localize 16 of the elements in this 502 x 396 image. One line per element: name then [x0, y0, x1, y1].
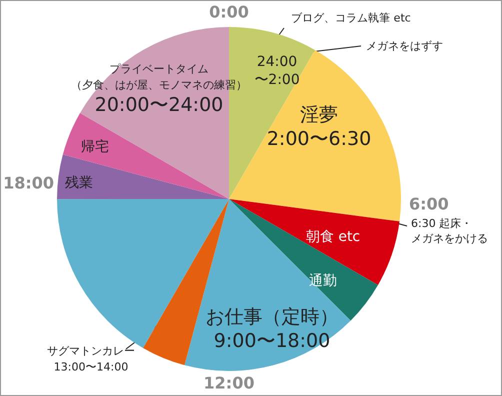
text: 12:00 — [204, 374, 254, 392]
slice-label: 帰宅 — [81, 139, 109, 155]
slice-label: プライベートタイム（夕食、はが屋、モノマネの練習）20:00〜24:00 — [71, 62, 247, 116]
slice-label: 24:00 〜2:00 — [254, 54, 300, 88]
text: 6:30 起床・メガネをかける — [411, 217, 488, 245]
text: 0:00 — [209, 2, 249, 22]
slice-label: 淫夢2:00〜6:30 — [266, 104, 372, 150]
text: 6:00 — [409, 194, 449, 214]
text: ブログ、コラム執筆 etc — [291, 12, 411, 24]
slice-label: 通勤 — [309, 273, 337, 289]
slice-label: 朝食 etc — [306, 229, 360, 245]
slice-label: 残業 — [65, 175, 93, 191]
slice-label: お仕事（定時）9:00〜18:00 — [206, 306, 338, 352]
text: メガネをはずす — [366, 40, 443, 52]
text: 18:00 — [3, 174, 54, 192]
slice-label: サグマトンカレー13:00〜14:00 — [47, 344, 135, 374]
